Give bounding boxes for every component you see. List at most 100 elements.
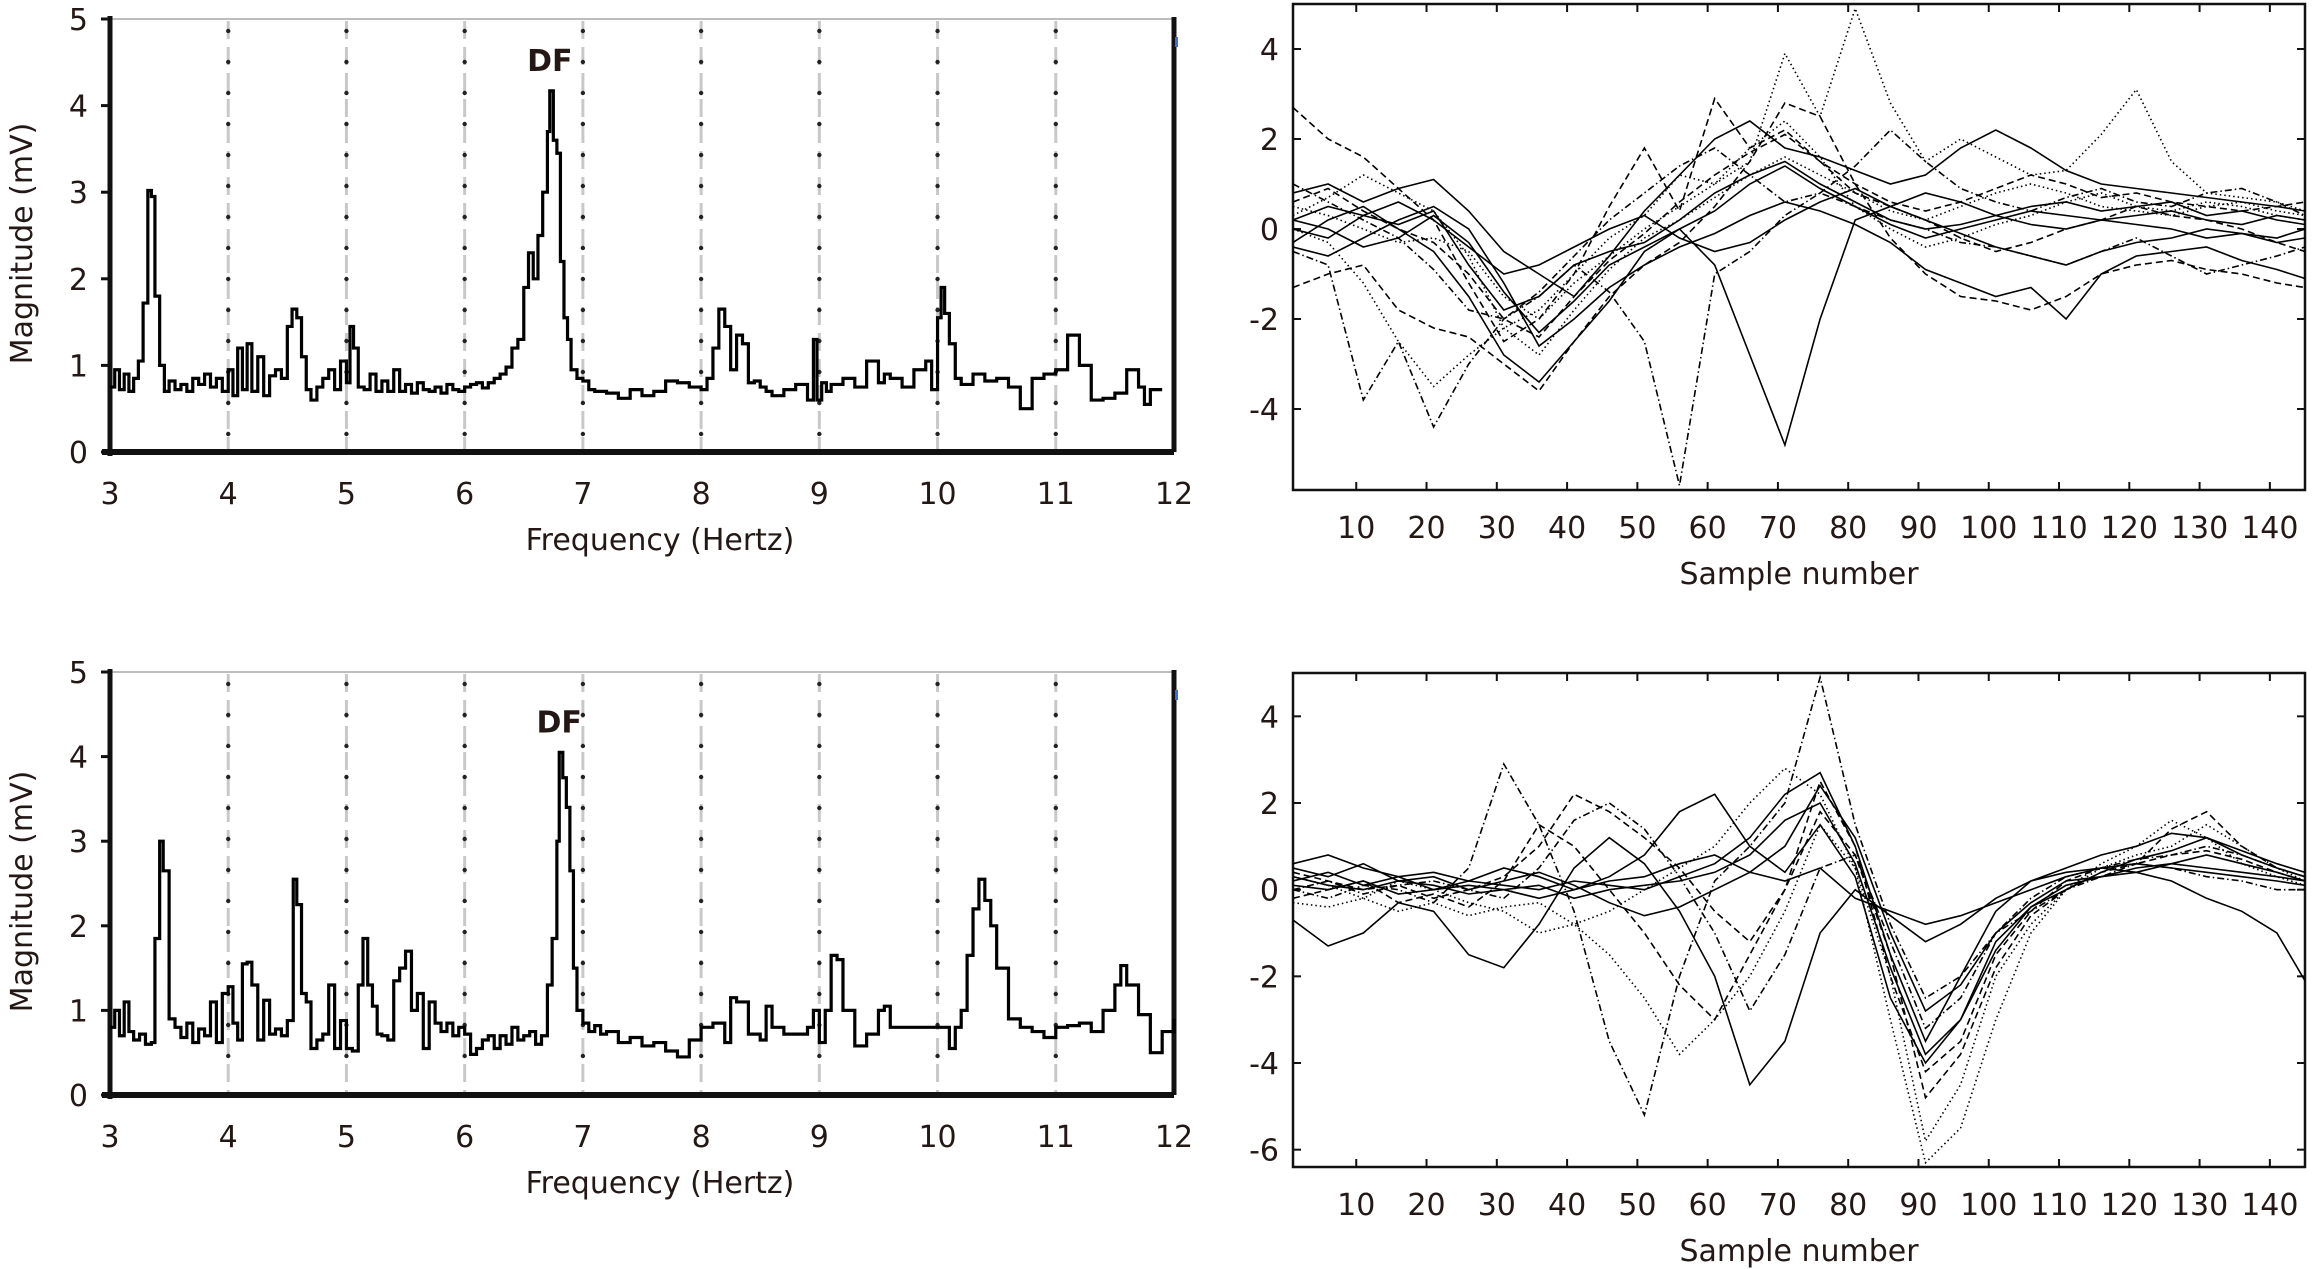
- gridline-dot: [935, 59, 940, 65]
- x-tick-label: 8: [692, 1120, 711, 1155]
- x-tick-label: 90: [1899, 1188, 1937, 1223]
- y-tick-label: 4: [1260, 700, 1279, 735]
- gridline-dot: [817, 307, 822, 313]
- x-tick-label: 5: [337, 477, 356, 512]
- gridline-dot: [935, 121, 940, 127]
- traces-chart-bottom: 10 20 30 40 50 60 70 80 90 100 110 120 130 140 -6 -4 -2 0…: [1249, 671, 2307, 1269]
- gridline-dot: [344, 681, 349, 687]
- x-axis-title: Frequency (Hertz): [526, 523, 795, 558]
- gridline-dot: [1053, 431, 1058, 437]
- gridline-dot: [344, 152, 349, 158]
- gridline-dot: [698, 774, 704, 780]
- gridline-dot: [344, 90, 349, 96]
- gridline-dot: [580, 898, 586, 904]
- x-tick-label: 4: [219, 477, 238, 512]
- trace-line: [1293, 156, 2305, 357]
- gridline-dot: [580, 59, 586, 65]
- gridline-dot: [935, 245, 940, 251]
- gridline-dot: [344, 805, 349, 811]
- gridline-dot: [226, 28, 231, 34]
- x-tick-label: 11: [1037, 477, 1075, 512]
- gridline-dot: [226, 90, 231, 96]
- y-tick-label: 1: [69, 349, 88, 384]
- x-tick-label: 110: [2030, 511, 2087, 546]
- gridline-dot: [462, 400, 467, 406]
- gridline-dot: [580, 307, 586, 313]
- gridline-dot: [817, 400, 822, 406]
- y-axis-title: Magnitude (mV): [5, 123, 40, 365]
- gridline-dot: [462, 898, 467, 904]
- gridline-dot: [1053, 991, 1058, 997]
- gridline-dot: [580, 276, 586, 282]
- gridline-dot: [1053, 929, 1058, 935]
- x-tick-label: 9: [810, 477, 829, 512]
- x-tick-label: 70: [1759, 1188, 1797, 1223]
- marker-icon: [1175, 37, 1178, 47]
- gridline-dot: [698, 214, 704, 220]
- gridline-dot: [580, 431, 586, 437]
- gridline-dot: [580, 836, 586, 842]
- gridline-dot: [935, 90, 940, 96]
- x-tick-label: 6: [455, 1120, 474, 1155]
- gridline-dot: [344, 960, 349, 966]
- x-tick-label: 12: [1155, 477, 1193, 512]
- gridline-dot: [226, 183, 231, 189]
- gridline-dot: [580, 1053, 586, 1059]
- x-tick-label: 120: [2101, 511, 2158, 546]
- gridline-dot: [817, 836, 822, 842]
- gridline-dot: [344, 338, 349, 344]
- trace-line: [1293, 133, 2305, 338]
- x-tick-label: 50: [1618, 511, 1656, 546]
- y-tick-label: 4: [1260, 33, 1279, 68]
- gridline-dot: [1053, 774, 1058, 780]
- trace-group: [1293, 674, 2305, 1165]
- gridline-dot: [1053, 121, 1058, 127]
- gridline-dot: [226, 836, 231, 842]
- gridline-dot: [817, 245, 822, 251]
- trace-line: [1293, 819, 2305, 1144]
- gridline-dot: [226, 805, 231, 811]
- gridline-dot: [226, 960, 231, 966]
- gridline-dot: [226, 338, 231, 344]
- gridline-dot: [817, 867, 822, 873]
- gridline-dot: [580, 245, 586, 251]
- gridline-dot: [226, 712, 231, 718]
- gridline-dot: [462, 991, 467, 997]
- gridline-dot: [462, 183, 467, 189]
- gridline-dot: [817, 214, 822, 220]
- trace-group: [1293, 6, 2305, 486]
- gridline-dot: [344, 59, 349, 65]
- gridline-dot: [344, 307, 349, 313]
- gridline-dot: [226, 152, 231, 158]
- gridline-dot: [1053, 28, 1058, 34]
- gridline-dot: [817, 929, 822, 935]
- gridline-dot: [935, 712, 940, 718]
- x-tick-label: 9: [810, 1120, 829, 1155]
- trace-line: [1293, 120, 2305, 298]
- gridline-dot: [1053, 960, 1058, 966]
- x-tick-label: 40: [1548, 511, 1586, 546]
- gridline-dot: [226, 867, 231, 873]
- gridline-dot: [580, 338, 586, 344]
- gridline-dot: [344, 121, 349, 127]
- gridline-dot: [226, 431, 231, 437]
- gridline-dot: [580, 214, 586, 220]
- gridline-dot: [226, 59, 231, 65]
- x-tick-label: 4: [219, 1120, 238, 1155]
- gridline-dot: [344, 28, 349, 34]
- gridline-dot: [226, 276, 231, 282]
- gridline-dot: [817, 712, 822, 718]
- df-annotation: DF: [537, 705, 582, 740]
- gridline-dot: [462, 805, 467, 811]
- trace-line: [1293, 802, 2305, 1030]
- gridline-dot: [1053, 805, 1058, 811]
- gridline-dot: [226, 774, 231, 780]
- gridline-dot: [698, 90, 704, 96]
- gridline-dot: [935, 276, 940, 282]
- x-tick-label: 140: [2241, 1188, 2298, 1223]
- gridline-dot: [580, 152, 586, 158]
- gridline-dot: [344, 743, 349, 749]
- y-tick-label: 3: [69, 176, 88, 211]
- gridline-dot: [698, 400, 704, 406]
- gridline-dot: [580, 774, 586, 780]
